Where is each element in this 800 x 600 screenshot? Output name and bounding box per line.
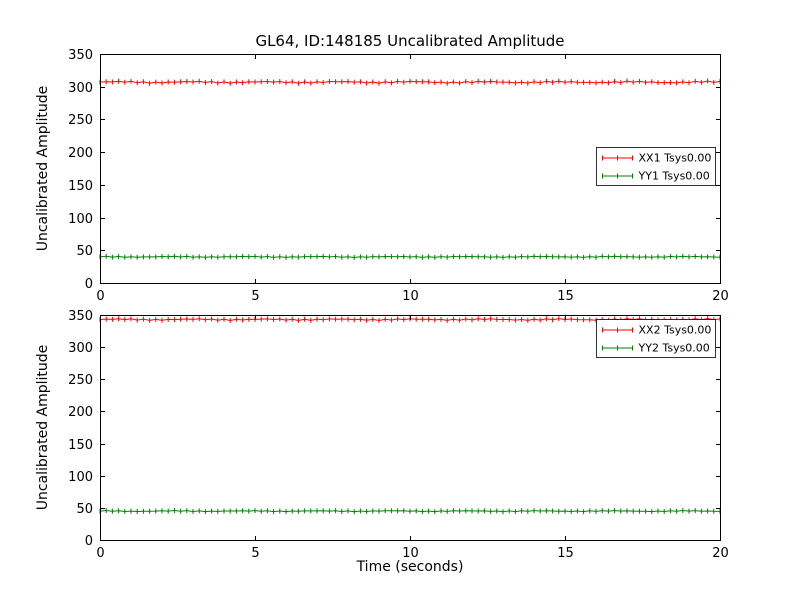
x-tick-label: 0 bbox=[96, 289, 104, 304]
y-tick-label: 350 bbox=[68, 309, 93, 324]
legend-label: YY1 Tsys0.00 bbox=[638, 170, 710, 183]
legend: XX1 Tsys0.00 YY1 Tsys0.00 bbox=[596, 147, 716, 186]
subplot-1: 0 5 10 15 20050100150200250300350Uncalibrate… bbox=[35, 48, 729, 304]
axes-frame bbox=[100, 54, 721, 284]
y-tick-label: 200 bbox=[68, 146, 93, 161]
y-tick-label: 50 bbox=[76, 244, 93, 259]
y-axis-label: Uncalibrated Amplitude bbox=[35, 345, 51, 511]
y-tick-label: 200 bbox=[68, 405, 93, 420]
x-tick-label: 15 bbox=[557, 289, 574, 304]
x-tick-label: 5 bbox=[251, 289, 259, 304]
legend: XX2 Tsys0.00 YY2 Tsys0.00 bbox=[596, 319, 716, 358]
x-tick-label: 20 bbox=[712, 289, 729, 304]
x-tick-label: 10 bbox=[402, 546, 419, 561]
y-tick-label: 0 bbox=[85, 277, 93, 292]
series-group bbox=[99, 78, 721, 260]
y-tick-label: 150 bbox=[68, 179, 93, 194]
x-axis-label: Time (seconds) bbox=[356, 559, 464, 575]
y-tick-label: 350 bbox=[68, 48, 93, 63]
x-tick-label: 0 bbox=[96, 546, 104, 561]
x-tick-label: 5 bbox=[251, 546, 259, 561]
y-tick-label: 150 bbox=[68, 438, 93, 453]
y-tick-label: 300 bbox=[68, 81, 93, 96]
legend-label: XX2 Tsys0.00 bbox=[639, 324, 712, 337]
y-axis-label: Uncalibrated Amplitude bbox=[35, 86, 51, 252]
y-tick-label: 250 bbox=[68, 113, 93, 128]
series-markers-2 bbox=[99, 253, 721, 260]
y-tick-label: 100 bbox=[68, 470, 93, 485]
axes-frame bbox=[100, 315, 721, 541]
legend-label: YY2 Tsys0.00 bbox=[638, 342, 710, 355]
x-tick-label: 10 bbox=[402, 289, 419, 304]
y-tick-label: 100 bbox=[68, 212, 93, 227]
x-tick-label: 20 bbox=[712, 546, 729, 561]
y-tick-label: 50 bbox=[76, 502, 93, 517]
y-tick-label: 300 bbox=[68, 341, 93, 356]
y-tick-label: 250 bbox=[68, 373, 93, 388]
ticks bbox=[100, 54, 721, 284]
subplot-2: 0 5 10 15 20050100150200250300350Uncalibrate… bbox=[35, 309, 729, 575]
ticks bbox=[100, 315, 721, 541]
x-tick-label: 15 bbox=[557, 546, 574, 561]
series-markers-2 bbox=[99, 508, 721, 515]
figure-title: GL64, ID:148185 Uncalibrated Amplitude bbox=[255, 32, 565, 50]
y-tick-label: 0 bbox=[85, 534, 93, 549]
series-markers-1 bbox=[99, 78, 721, 86]
legend-label: XX1 Tsys0.00 bbox=[639, 152, 712, 165]
